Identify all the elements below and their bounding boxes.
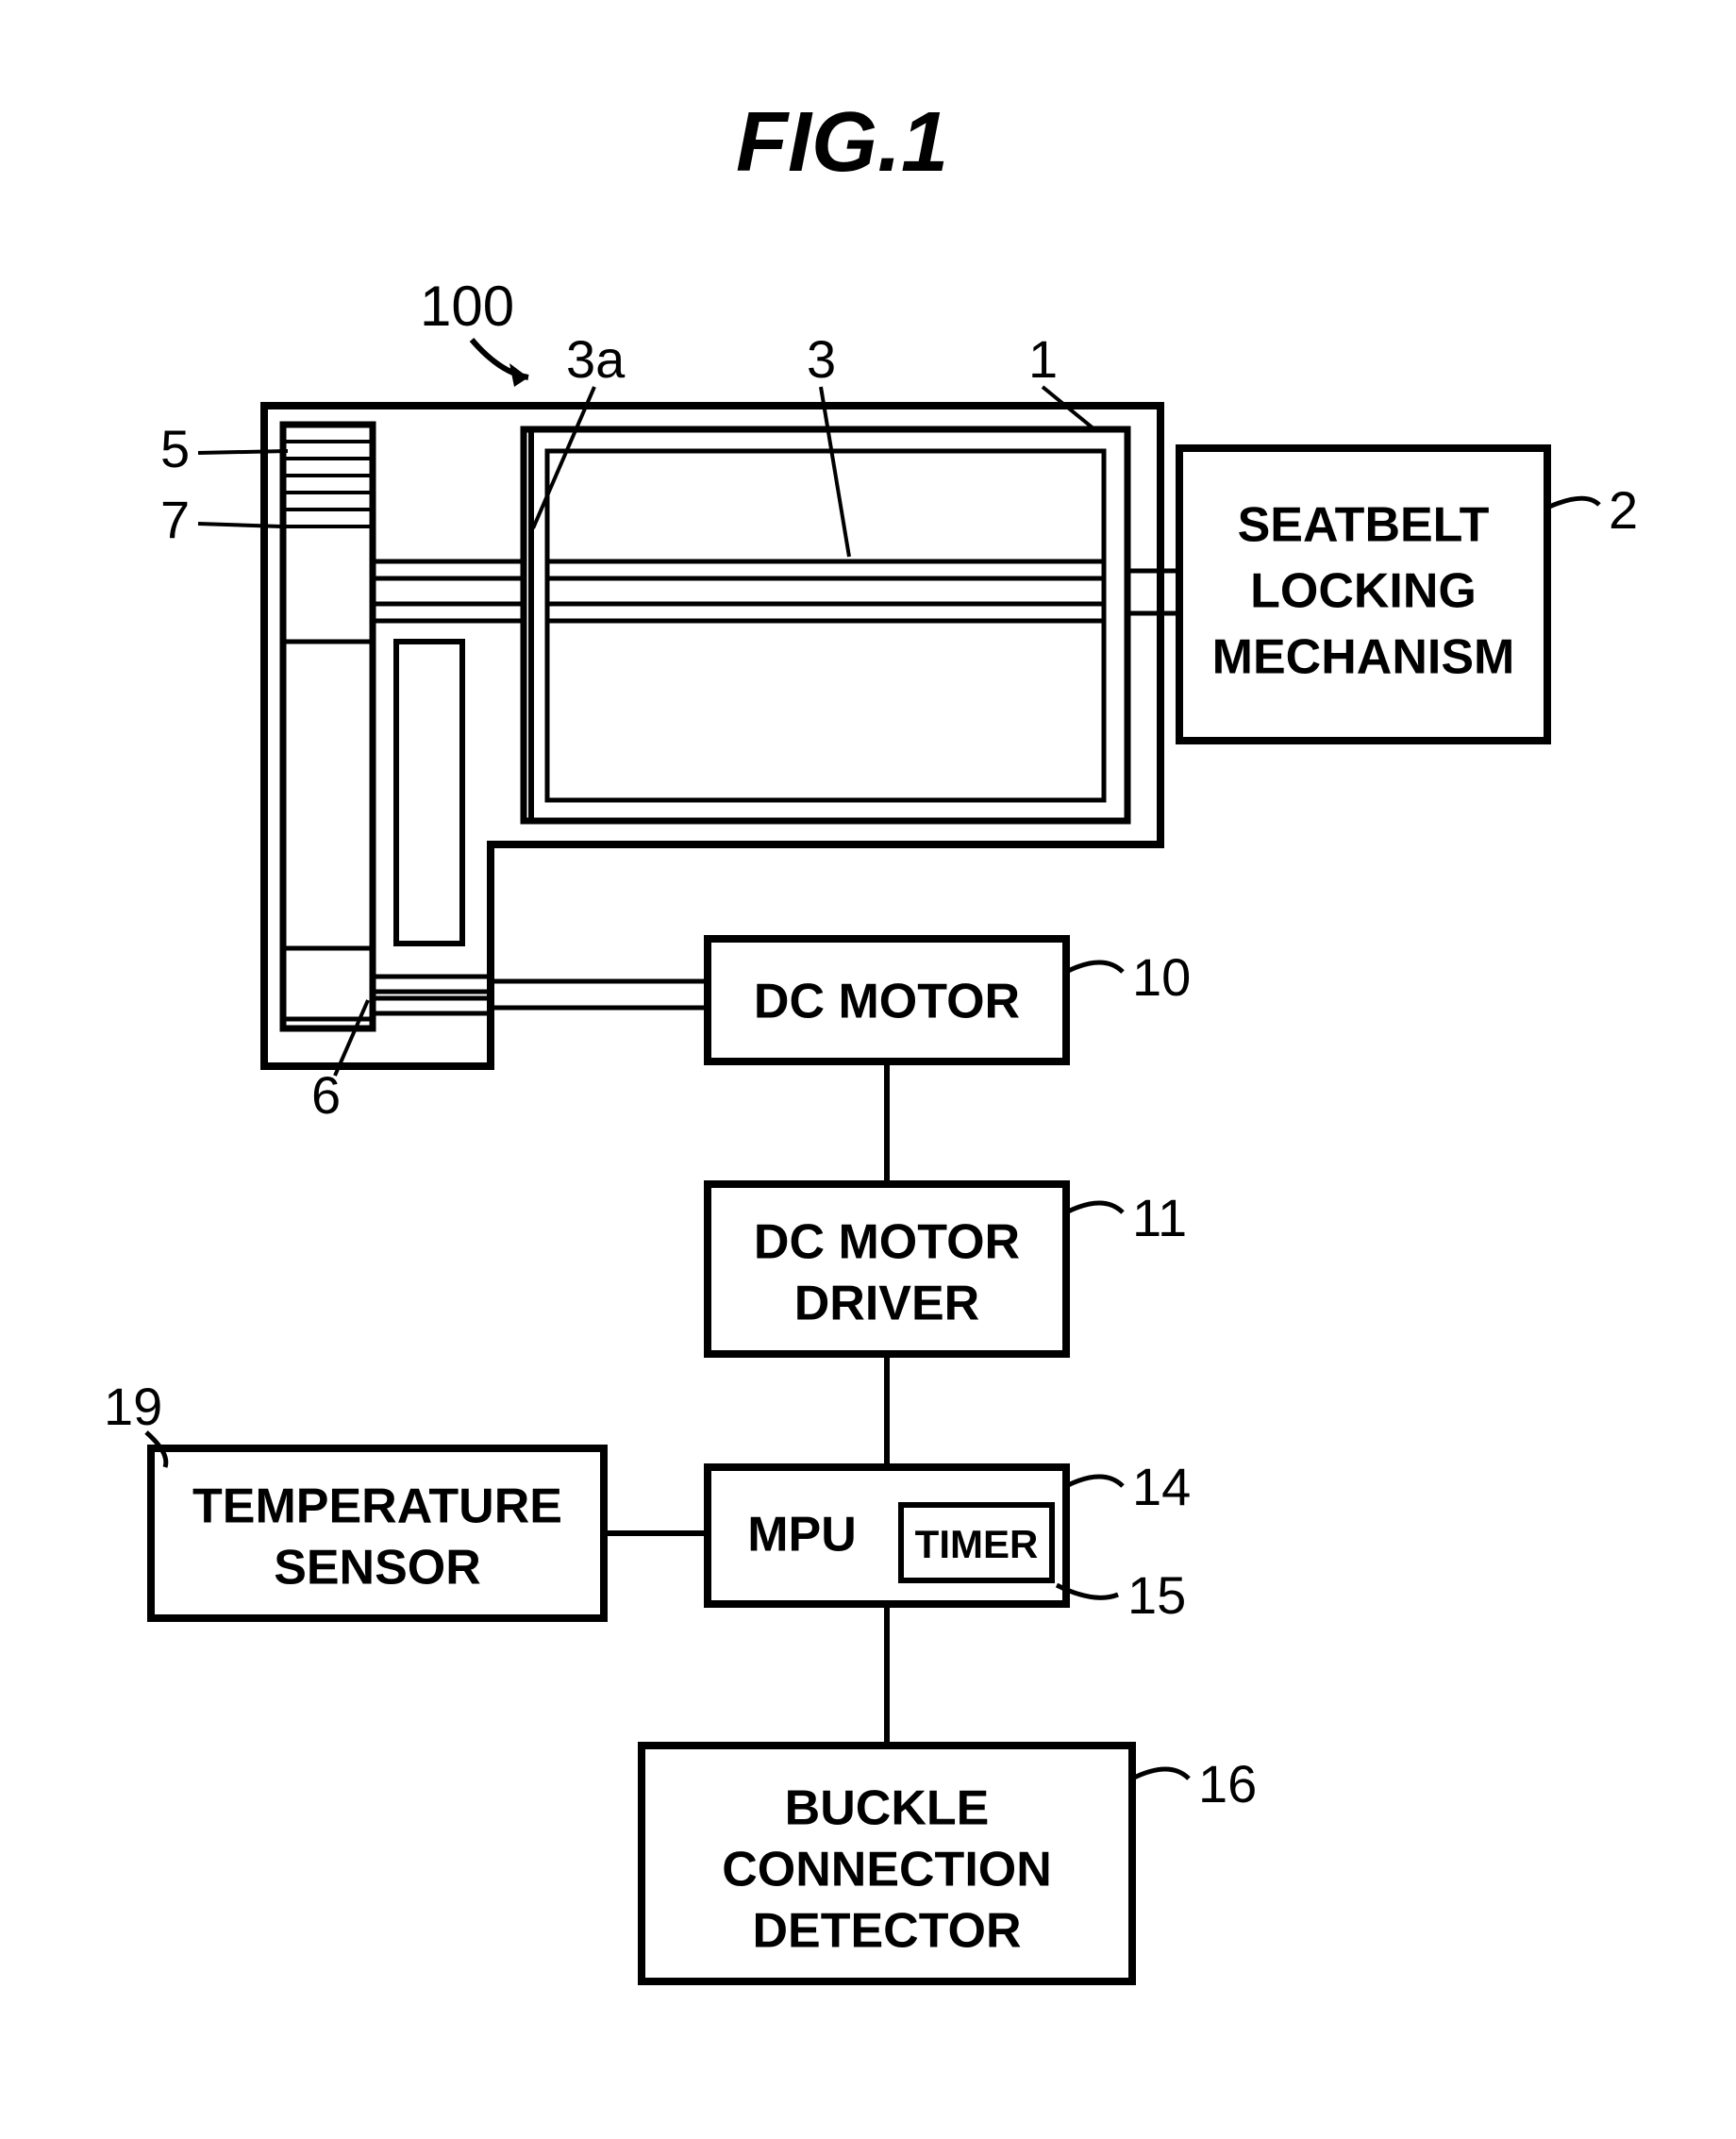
timer-label: TIMER <box>915 1522 1039 1566</box>
driver-line2: DRIVER <box>794 1277 979 1331</box>
motor-shaft-c <box>491 981 708 1008</box>
seatbelt-line2: LOCKING <box>1250 564 1477 619</box>
reel-inner <box>547 451 1104 800</box>
gear-column <box>396 642 462 944</box>
ref-7-leader <box>198 524 281 526</box>
seatbelt-line3: MECHANISM <box>1212 630 1515 685</box>
motor-shaft-a <box>373 977 491 992</box>
ref-14-leader <box>1066 1477 1123 1486</box>
ref-16-leader <box>1132 1769 1189 1779</box>
ref-16: 16 <box>1198 1754 1257 1813</box>
ref-2-leader <box>1547 498 1599 508</box>
diagram-svg: 100 SEATB <box>0 0 1736 2139</box>
shaft-seg-2a <box>547 561 1104 578</box>
ref-100: 100 <box>420 275 514 338</box>
ref-11: 11 <box>1132 1188 1187 1247</box>
temp-line2: SENSOR <box>274 1541 481 1596</box>
figure-page: FIG.1 100 <box>0 0 1736 2139</box>
ref-5: 5 <box>160 419 190 478</box>
dcmotor-label: DC MOTOR <box>754 975 1020 1029</box>
ref-10: 10 <box>1132 947 1191 1007</box>
buckle-line1: BUCKLE <box>785 1781 990 1836</box>
gear-housing <box>283 425 373 1028</box>
motor-shaft-b <box>373 998 491 1013</box>
ref-3: 3 <box>807 329 836 389</box>
shaft-seg-1a <box>373 561 524 578</box>
ref-3-leader <box>821 387 849 557</box>
ref-14: 14 <box>1132 1457 1191 1516</box>
ref-2: 2 <box>1609 480 1638 540</box>
ref-15: 15 <box>1127 1565 1186 1625</box>
shaft-seg-1b <box>373 604 524 621</box>
driver-line1: DC MOTOR <box>754 1215 1020 1270</box>
seatbelt-line1: SEATBELT <box>1238 498 1490 553</box>
buckle-line2: CONNECTION <box>722 1843 1052 1897</box>
buckle-line3: DETECTOR <box>752 1904 1021 1959</box>
temp-line1: TEMPERATURE <box>192 1479 562 1534</box>
mpu-label: MPU <box>747 1508 857 1562</box>
shaft-seg-2b <box>547 604 1104 621</box>
ref-3a: 3a <box>566 329 626 389</box>
shaft-stub-right <box>1127 571 1179 613</box>
ref-7: 7 <box>160 490 190 549</box>
ref-10-leader <box>1066 962 1123 972</box>
ref-5-leader <box>198 451 288 453</box>
reel-frame <box>524 429 1127 821</box>
ref-19: 19 <box>104 1377 162 1436</box>
ref-11-leader <box>1066 1203 1123 1212</box>
ref-1: 1 <box>1028 329 1058 389</box>
